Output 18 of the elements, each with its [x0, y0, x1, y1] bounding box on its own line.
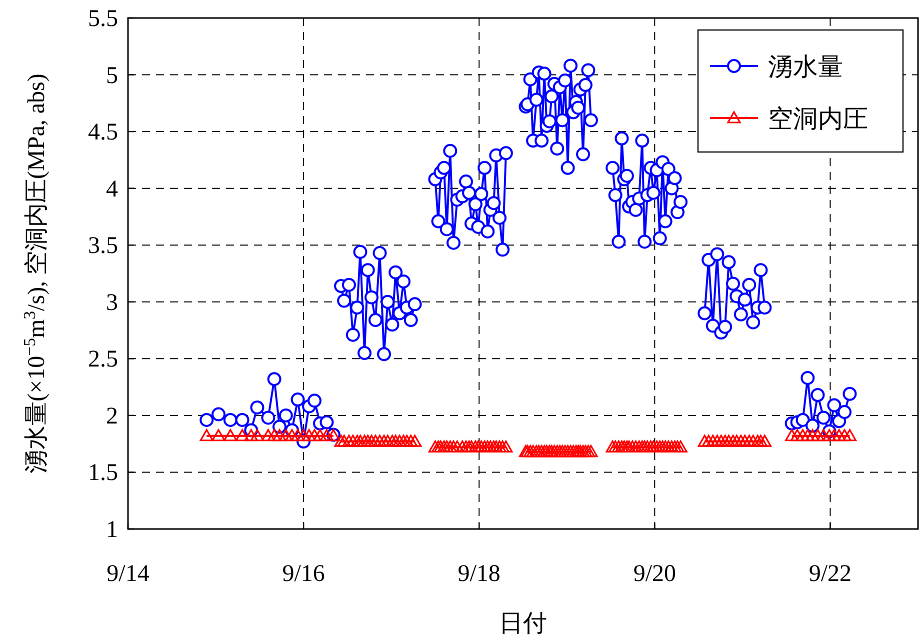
- y-tick-label: 5: [106, 62, 118, 89]
- x-tick-label: 9/16: [282, 561, 325, 587]
- x-tick-label: 9/18: [458, 561, 500, 587]
- y-tick-label: 5.5: [88, 6, 118, 32]
- y-tick-label: 4: [106, 176, 118, 202]
- y-tick-label: 4.5: [88, 120, 118, 146]
- x-tick-label: 9/14: [106, 561, 150, 587]
- y-tick-label: 1: [106, 517, 118, 543]
- y-tick-label: 3.5: [88, 233, 118, 260]
- legend-label: 湧水量: [768, 54, 843, 81]
- x-axis-title: 日付: [499, 611, 547, 637]
- y-tick-label: 2.5: [88, 346, 118, 373]
- y-tick-label: 2: [106, 403, 118, 430]
- y-tick-label: 1.5: [88, 460, 118, 486]
- y-tick-label: 3: [106, 290, 118, 316]
- x-tick-label: 9/22: [808, 561, 852, 587]
- legend-label: 空洞内圧: [768, 105, 868, 133]
- x-tick-label: 9/20: [633, 561, 676, 587]
